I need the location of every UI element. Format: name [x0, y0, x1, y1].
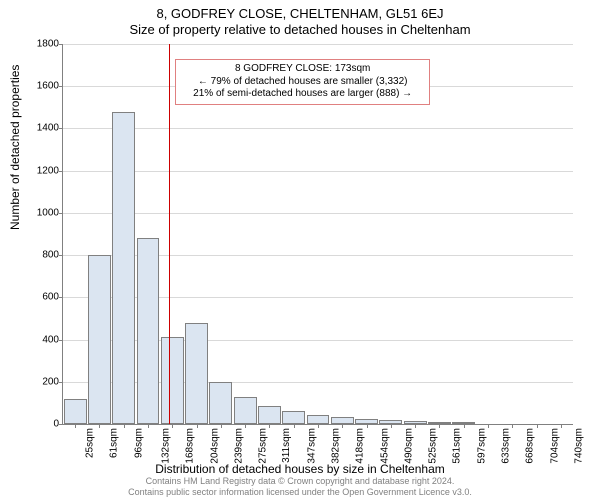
xtick-mark	[75, 424, 76, 428]
ytick-label: 400	[42, 334, 59, 345]
xtick-label: 204sqm	[209, 428, 220, 464]
xtick-label: 633sqm	[500, 428, 511, 464]
ytick-label: 1800	[37, 39, 59, 50]
gridline	[63, 171, 573, 172]
histogram-plot: 02004006008001000120014001600180025sqm61…	[62, 44, 573, 425]
histogram-bar	[112, 112, 135, 424]
xtick-mark	[269, 424, 270, 428]
xtick-mark	[172, 424, 173, 428]
xtick-label: 490sqm	[403, 428, 414, 464]
histogram-bar	[64, 399, 87, 424]
xtick-label: 61sqm	[109, 428, 120, 458]
histogram-bar	[258, 406, 281, 424]
xtick-label: 168sqm	[185, 428, 196, 464]
xtick-label: 704sqm	[549, 428, 560, 464]
xtick-label: 311sqm	[281, 428, 292, 463]
xtick-label: 454sqm	[379, 428, 390, 464]
histogram-bar	[282, 411, 305, 424]
ytick-mark	[59, 424, 63, 425]
ytick-label: 1600	[37, 81, 59, 92]
xtick-label: 668sqm	[525, 428, 536, 464]
gridline	[63, 128, 573, 129]
annotation-line-1: 8 GODFREY CLOSE: 173sqm	[181, 63, 424, 76]
xtick-mark	[439, 424, 440, 428]
ytick-label: 200	[42, 376, 59, 387]
xtick-label: 740sqm	[573, 428, 584, 464]
gridline	[63, 213, 573, 214]
xtick-label: 525sqm	[427, 428, 438, 464]
xtick-mark	[464, 424, 465, 428]
histogram-bar	[234, 397, 257, 424]
ytick-label: 1200	[37, 165, 59, 176]
ytick-label: 0	[53, 419, 59, 430]
xtick-mark	[561, 424, 562, 428]
ytick-label: 1400	[37, 123, 59, 134]
histogram-bar	[161, 337, 184, 424]
xtick-mark	[391, 424, 392, 428]
attribution-footer: Contains HM Land Registry data © Crown c…	[0, 476, 600, 498]
histogram-bar	[209, 382, 232, 424]
y-axis-label: Number of detached properties	[8, 65, 22, 230]
histogram-bar	[88, 255, 111, 424]
xtick-mark	[148, 424, 149, 428]
xtick-label: 347sqm	[306, 428, 317, 464]
xtick-mark	[367, 424, 368, 428]
xtick-label: 239sqm	[233, 428, 244, 464]
ytick-label: 800	[42, 250, 59, 261]
xtick-mark	[488, 424, 489, 428]
xtick-mark	[245, 424, 246, 428]
xtick-mark	[221, 424, 222, 428]
xtick-label: 561sqm	[452, 428, 463, 464]
footer-line-1: Contains HM Land Registry data © Crown c…	[0, 476, 600, 487]
histogram-bar	[185, 323, 208, 424]
ytick-mark	[59, 86, 63, 87]
xtick-label: 382sqm	[330, 428, 341, 464]
xtick-label: 275sqm	[257, 428, 268, 464]
ytick-mark	[59, 340, 63, 341]
histogram-bar	[137, 238, 160, 424]
xtick-label: 132sqm	[160, 428, 171, 464]
xtick-label: 25sqm	[85, 428, 96, 458]
histogram-bar	[307, 415, 330, 425]
xtick-mark	[197, 424, 198, 428]
page-title-address: 8, GODFREY CLOSE, CHELTENHAM, GL51 6EJ	[0, 6, 600, 21]
annotation-box: 8 GODFREY CLOSE: 173sqm← 79% of detached…	[175, 59, 430, 105]
gridline	[63, 44, 573, 45]
footer-line-2: Contains public sector information licen…	[0, 487, 600, 498]
ytick-label: 600	[42, 292, 59, 303]
ytick-mark	[59, 128, 63, 129]
ytick-mark	[59, 297, 63, 298]
ytick-mark	[59, 44, 63, 45]
xtick-mark	[415, 424, 416, 428]
ytick-label: 1000	[37, 207, 59, 218]
xtick-mark	[342, 424, 343, 428]
property-indicator-line	[169, 44, 170, 424]
ytick-mark	[59, 171, 63, 172]
xtick-mark	[99, 424, 100, 428]
xtick-mark	[124, 424, 125, 428]
page-title-sub: Size of property relative to detached ho…	[0, 22, 600, 37]
xtick-mark	[537, 424, 538, 428]
ytick-mark	[59, 213, 63, 214]
xtick-label: 597sqm	[476, 428, 487, 464]
annotation-line-2: ← 79% of detached houses are smaller (3,…	[181, 76, 424, 89]
annotation-line-3: 21% of semi-detached houses are larger (…	[181, 88, 424, 101]
ytick-mark	[59, 382, 63, 383]
x-axis-label: Distribution of detached houses by size …	[0, 462, 600, 476]
xtick-mark	[318, 424, 319, 428]
xtick-mark	[512, 424, 513, 428]
histogram-bar	[331, 417, 354, 424]
xtick-label: 96sqm	[133, 428, 144, 458]
xtick-mark	[294, 424, 295, 428]
xtick-label: 418sqm	[355, 428, 366, 464]
ytick-mark	[59, 255, 63, 256]
